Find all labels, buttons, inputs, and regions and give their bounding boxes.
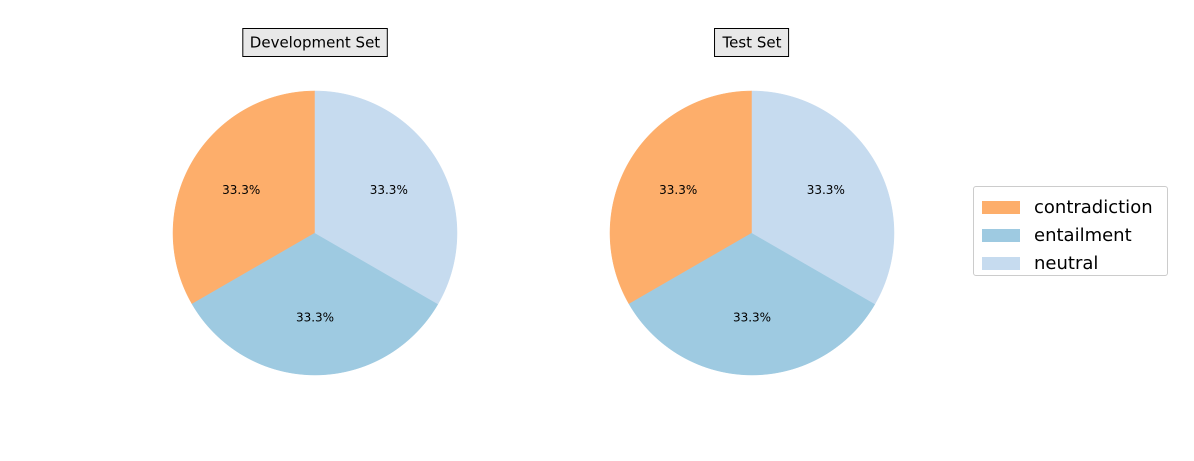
legend-label-neutral: neutral [1034, 252, 1099, 274]
chart-title-text: Development Set [250, 34, 380, 52]
pie-slice-neutral [314, 90, 458, 305]
chart-title-text: Test Set [722, 34, 782, 52]
pie-label-contradiction: 33.3% [659, 183, 697, 197]
chart-title-box [714, 28, 790, 57]
chart-title-box [242, 28, 388, 57]
pie-slice-contradiction [609, 90, 753, 305]
legend-label-contradiction: contradiction [1034, 196, 1153, 218]
legend-swatch-entailment [982, 228, 1020, 242]
pie-slice-neutral [751, 90, 895, 305]
legend-item-entailment: entailment [982, 221, 1159, 249]
pie-label-neutral: 33.3% [807, 183, 845, 197]
chart-title: Development Set [242, 28, 388, 57]
legend-item-contradiction: contradiction [982, 193, 1159, 221]
pie-label-entailment: 33.3% [296, 311, 334, 325]
pie-label-contradiction: 33.3% [222, 183, 260, 197]
legend-swatch-neutral [982, 256, 1020, 270]
pie-chart-1: 33.3% 33.3% 33.3% Development Set [172, 28, 458, 376]
pie-label-neutral: 33.3% [370, 183, 408, 197]
legend-swatch-contradiction [982, 200, 1020, 214]
pie-chart-2: 33.3% 33.3% 33.3% Test Set [609, 28, 895, 376]
legend-item-neutral: neutral [982, 249, 1159, 277]
pie-label-entailment: 33.3% [733, 311, 771, 325]
pie-slice-contradiction [172, 90, 316, 305]
legend-label-entailment: entailment [1034, 224, 1132, 246]
chart-title: Test Set [714, 28, 790, 57]
legend: contradiction entailment neutral [973, 186, 1168, 276]
